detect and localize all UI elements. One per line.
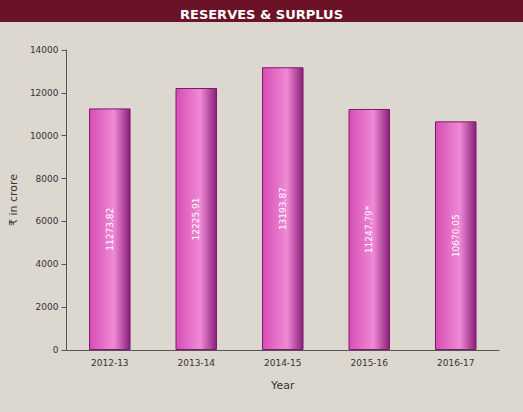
svg-text:RESERVES & SURPLUS: RESERVES & SURPLUS: [180, 7, 343, 22]
svg-text:12000: 12000: [30, 88, 59, 98]
svg-text:0: 0: [53, 345, 59, 355]
svg-text:2012-13: 2012-13: [91, 358, 129, 368]
svg-text:10000: 10000: [30, 131, 59, 141]
svg-text:8000: 8000: [36, 174, 59, 184]
svg-text:2000: 2000: [36, 302, 59, 312]
svg-text:6000: 6000: [36, 216, 59, 226]
svg-text:11247.79*: 11247.79*: [364, 205, 374, 253]
svg-text:₹ in crore: ₹ in crore: [7, 174, 20, 226]
svg-text:2013-14: 2013-14: [177, 358, 215, 368]
svg-text:10670.05: 10670.05: [451, 214, 461, 257]
svg-text:4000: 4000: [36, 259, 59, 269]
svg-text:11273.82: 11273.82: [105, 208, 115, 251]
svg-text:13193.87: 13193.87: [278, 187, 288, 230]
svg-text:Year: Year: [270, 379, 295, 392]
svg-text:2015-16: 2015-16: [350, 358, 388, 368]
svg-text:2014-15: 2014-15: [264, 358, 302, 368]
svg-text:2016-17: 2016-17: [437, 358, 475, 368]
svg-text:12225.91: 12225.91: [191, 198, 201, 241]
svg-text:14000: 14000: [30, 45, 59, 55]
